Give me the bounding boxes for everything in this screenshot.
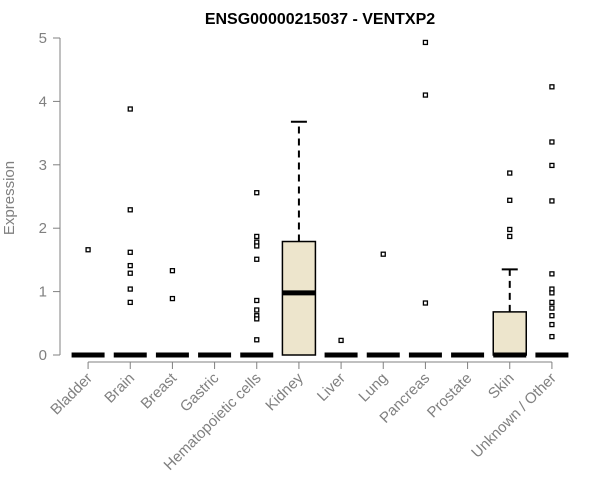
- box-11: [492, 170, 527, 358]
- outlier-point: [549, 139, 555, 145]
- outlier-point: [254, 256, 260, 262]
- x-tick-label-6: Liver: [314, 370, 349, 405]
- outlier-point: [127, 262, 133, 269]
- outlier-point: [422, 92, 429, 98]
- outlier-point: [254, 190, 260, 196]
- x-tick-label-10: Skin: [485, 370, 518, 403]
- y-axis-label: Expression: [1, 161, 18, 235]
- outlier-point: [254, 243, 260, 249]
- y-tick-label-2: 2: [39, 220, 47, 237]
- y-axis: 0 1 2 3 4 5: [39, 30, 61, 364]
- outlier-point: [549, 313, 555, 319]
- outlier-point: [254, 297, 260, 304]
- outlier-point: [549, 290, 555, 296]
- outlier-point: [85, 247, 91, 253]
- box-5: [240, 190, 274, 358]
- x-tick-label-7: Lung: [355, 370, 391, 406]
- outlier-point: [254, 337, 260, 343]
- y-tick-label-4: 4: [39, 93, 47, 110]
- outlier-point: [169, 295, 176, 302]
- outlier-point: [254, 316, 260, 322]
- box-8: [366, 251, 400, 358]
- outlier-point: [507, 197, 513, 203]
- box-series: [71, 39, 569, 358]
- y-tick-label-3: 3: [39, 157, 47, 174]
- outlier-point: [127, 270, 133, 276]
- outlier-point: [549, 84, 555, 90]
- outlier-point: [422, 300, 429, 306]
- outlier-point: [254, 233, 260, 240]
- outlier-point: [549, 299, 555, 306]
- outlier-point: [380, 251, 386, 257]
- y-tick-label-1: 1: [39, 284, 47, 301]
- outlier-point: [127, 106, 133, 112]
- outlier-point: [549, 162, 555, 169]
- outlier-point: [549, 198, 555, 204]
- outlier-point: [338, 337, 344, 344]
- x-tick-label-0: Bladder: [47, 370, 96, 419]
- box-9: [408, 39, 442, 358]
- box-12: [535, 84, 569, 358]
- y-tick-label-0: 0: [39, 347, 47, 364]
- x-tick-label-5: Kidney: [262, 369, 307, 414]
- x-tick-label-9: Prostate: [424, 370, 476, 422]
- box-7: [324, 337, 358, 358]
- outlier-point: [507, 233, 513, 240]
- outlier-point: [422, 39, 429, 46]
- box-1: [71, 247, 105, 358]
- outlier-point: [507, 170, 513, 176]
- outlier-point: [127, 299, 133, 306]
- outlier-point: [127, 207, 133, 213]
- outlier-point: [127, 286, 133, 292]
- outlier-point: [549, 271, 555, 277]
- y-tick-label-5: 5: [39, 30, 47, 47]
- outlier-point: [507, 226, 513, 233]
- outlier-point: [254, 307, 260, 313]
- box-body: [281, 240, 317, 356]
- chart-title: ENSG00000215037 - VENTXP2: [205, 11, 435, 28]
- outlier-point: [169, 268, 176, 274]
- box-3: [155, 268, 189, 358]
- box-body: [492, 311, 527, 356]
- outlier-point: [549, 305, 555, 311]
- box-2: [113, 106, 147, 358]
- outlier-point: [127, 249, 133, 255]
- x-tick-label-1: Brain: [101, 370, 138, 407]
- outlier-point: [549, 321, 555, 328]
- box-6: [281, 120, 317, 356]
- outlier-point: [549, 333, 555, 340]
- x-tick-label-2: Breast: [138, 369, 181, 412]
